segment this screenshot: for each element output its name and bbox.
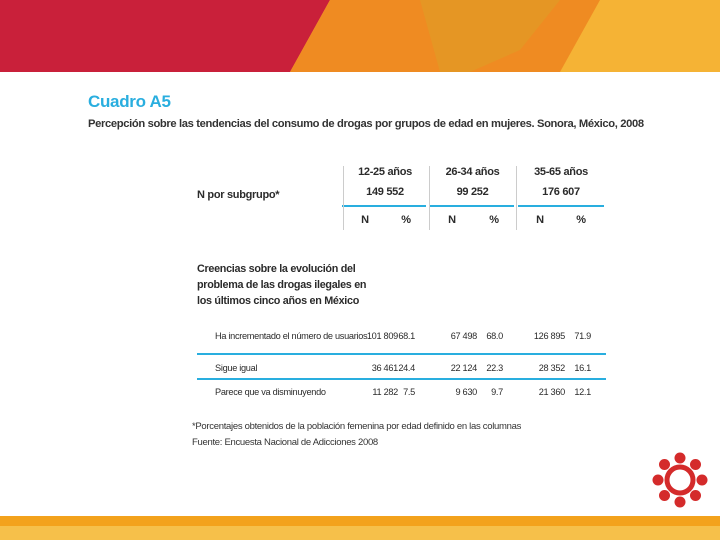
n-subgroup-label: N por subgrupo*	[197, 189, 280, 201]
row-divider	[197, 353, 606, 355]
group-total-2: 99 252	[456, 186, 489, 198]
cell: 68.1	[398, 331, 415, 341]
group-underline-2	[430, 205, 514, 207]
source-note: Fuente: Encuesta Nacional de Adicciones …	[192, 437, 378, 448]
col-pct-2: %	[489, 214, 499, 226]
bottom-banner	[0, 516, 720, 540]
row-label-2: Sigue igual	[215, 363, 258, 373]
column-divider	[343, 166, 344, 230]
cell: 9 630	[455, 387, 478, 397]
cell: 28 352	[538, 363, 566, 373]
col-pct-1: %	[401, 214, 411, 226]
cell: 16.1	[574, 363, 591, 373]
group-underline-3	[518, 205, 604, 207]
cell: 36 461	[371, 363, 399, 373]
cell: 21 360	[538, 387, 566, 397]
page-title: Cuadro A5	[88, 92, 171, 111]
col-pct-3: %	[576, 214, 586, 226]
footnote: *Porcentajes obtenidos de la población f…	[192, 421, 522, 432]
cell: 22 124	[450, 363, 478, 373]
row-label-3: Parece que va disminuyendo	[215, 387, 326, 397]
cell: 22.3	[486, 363, 503, 373]
cell: 7.5	[403, 387, 415, 397]
cell: 68.0	[486, 331, 503, 341]
row-divider	[197, 378, 606, 380]
column-divider	[516, 166, 517, 230]
logo-icon	[652, 452, 708, 508]
group-header-2: 26-34 años	[445, 166, 500, 178]
row-label-1: Ha incrementado el número de usuarios	[215, 331, 368, 341]
cell: 71.9	[574, 331, 591, 341]
table-caption: Percepción sobre las tendencias del cons…	[88, 118, 644, 130]
col-n-3: N	[536, 214, 544, 226]
cell: 11 282	[372, 387, 398, 397]
cell: 67 498	[450, 331, 478, 341]
col-n-1: N	[361, 214, 369, 226]
column-divider	[429, 166, 430, 230]
top-banner	[0, 0, 720, 72]
group-total-3: 176 607	[542, 186, 580, 198]
group-total-1: 149 552	[366, 186, 404, 198]
cell: 126 895	[533, 331, 565, 341]
cell: 9.7	[491, 387, 503, 397]
cell: 12.1	[574, 387, 591, 397]
group-header-3: 35-65 años	[534, 166, 588, 178]
cell: 24.4	[398, 363, 415, 373]
col-n-2: N	[448, 214, 456, 226]
section-label: Creencias sobre la evolución del problem…	[197, 263, 367, 307]
group-underline-1	[342, 205, 426, 207]
cell: 101 809	[366, 331, 398, 341]
group-header-1: 12-25 años	[358, 166, 412, 178]
